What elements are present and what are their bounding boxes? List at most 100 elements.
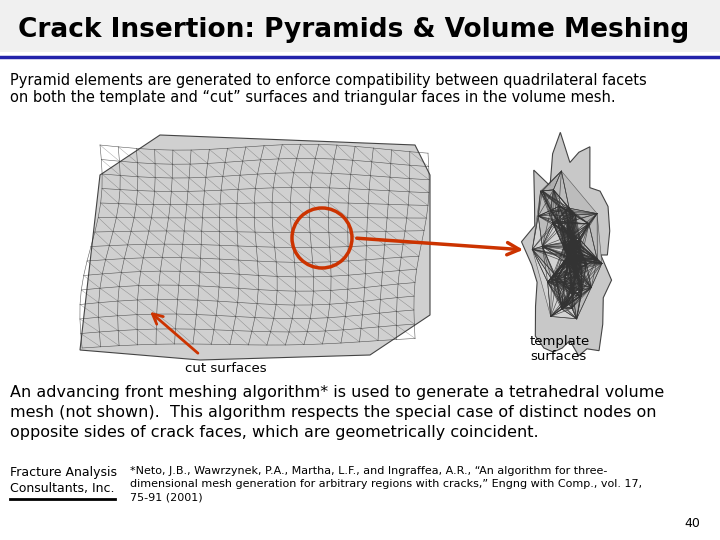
Bar [0,0,720,52]
Polygon shape [567,215,589,224]
Polygon shape [564,271,576,284]
Polygon shape [587,264,602,287]
Polygon shape [582,284,591,291]
Polygon shape [553,223,564,247]
Polygon shape [572,296,581,319]
Text: *Neto, J.B., Wawrzynek, P.A., Martha, L.F., and Ingraffea, A.R., “An algorithm f: *Neto, J.B., Wawrzynek, P.A., Martha, L.… [130,466,608,476]
Polygon shape [572,250,582,255]
Polygon shape [571,251,575,260]
Text: 40: 40 [684,517,700,530]
Polygon shape [559,206,570,210]
Text: Crack Insertion: Pyramids & Volume Meshing: Crack Insertion: Pyramids & Volume Meshi… [18,17,689,43]
Polygon shape [576,267,582,284]
Polygon shape [562,306,564,309]
Text: An advancing front meshing algorithm* is used to generate a tetrahedral volume: An advancing front meshing algorithm* is… [10,385,665,400]
Polygon shape [580,240,597,259]
Polygon shape [562,295,573,307]
Polygon shape [572,251,582,260]
Polygon shape [571,235,580,241]
Polygon shape [575,240,580,242]
Polygon shape [597,214,602,264]
Polygon shape [554,190,570,208]
Polygon shape [552,274,556,281]
Polygon shape [532,191,541,249]
Polygon shape [575,242,580,250]
Polygon shape [551,190,559,211]
Polygon shape [80,135,430,360]
Polygon shape [556,281,564,306]
Text: 75-91 (2001): 75-91 (2001) [130,492,202,502]
Polygon shape [565,258,569,262]
Polygon shape [532,249,554,279]
Polygon shape [554,262,575,274]
Polygon shape [565,210,572,222]
Polygon shape [562,307,572,309]
Polygon shape [561,224,571,247]
Polygon shape [575,260,587,267]
Polygon shape [581,287,591,296]
Polygon shape [562,171,597,214]
Polygon shape [551,211,557,223]
Polygon shape [542,246,565,274]
Polygon shape [575,255,587,264]
Polygon shape [572,245,580,251]
Polygon shape [539,216,553,246]
Polygon shape [562,290,573,306]
Polygon shape [572,295,581,308]
Polygon shape [557,210,567,222]
Polygon shape [564,247,572,256]
Polygon shape [570,208,576,215]
Polygon shape [582,255,597,264]
Polygon shape [572,276,582,290]
Polygon shape [580,250,597,259]
Polygon shape [570,255,575,260]
Polygon shape [575,241,577,245]
Text: dimensional mesh generation for arbitrary regions with cracks,” Engng with Comp.: dimensional mesh generation for arbitrar… [130,479,642,489]
Polygon shape [568,255,571,257]
Polygon shape [562,284,572,306]
Polygon shape [565,259,575,262]
Polygon shape [564,247,568,258]
Polygon shape [521,132,611,356]
Polygon shape [589,214,597,259]
Polygon shape [557,206,565,221]
Polygon shape [582,264,591,287]
Polygon shape [572,290,582,295]
Polygon shape [571,235,575,241]
Polygon shape [568,256,569,258]
Polygon shape [554,274,564,284]
Polygon shape [548,281,562,306]
Polygon shape [571,224,589,240]
Polygon shape [569,257,570,259]
Polygon shape [564,245,575,251]
Polygon shape [572,284,582,291]
Text: Pyramid elements are generated to enforce compatibility between quadrilateral fa: Pyramid elements are generated to enforc… [10,73,647,88]
Polygon shape [548,282,562,316]
Text: on both the template and “cut” surfaces and triangular faces in the volume mesh.: on both the template and “cut” surfaces … [10,90,616,105]
Polygon shape [557,221,567,224]
Polygon shape [542,246,565,262]
Text: cut surfaces: cut surfaces [185,362,266,375]
Text: opposite sides of crack faces, which are geometrically coincident.: opposite sides of crack faces, which are… [10,425,539,440]
Polygon shape [568,257,569,259]
Polygon shape [542,171,562,191]
Polygon shape [539,191,551,216]
Polygon shape [572,241,575,245]
Polygon shape [542,190,554,211]
Text: template: template [530,335,590,348]
Polygon shape [575,267,581,276]
Polygon shape [542,223,564,247]
Polygon shape [554,171,570,208]
Polygon shape [569,255,571,258]
Polygon shape [565,260,575,271]
Polygon shape [577,287,591,319]
Polygon shape [532,249,551,316]
Polygon shape [580,224,597,259]
Polygon shape [581,264,587,284]
Polygon shape [564,247,568,262]
Polygon shape [567,222,589,235]
Polygon shape [567,213,576,222]
Polygon shape [587,259,602,264]
Polygon shape [539,211,553,223]
Polygon shape [565,208,572,213]
